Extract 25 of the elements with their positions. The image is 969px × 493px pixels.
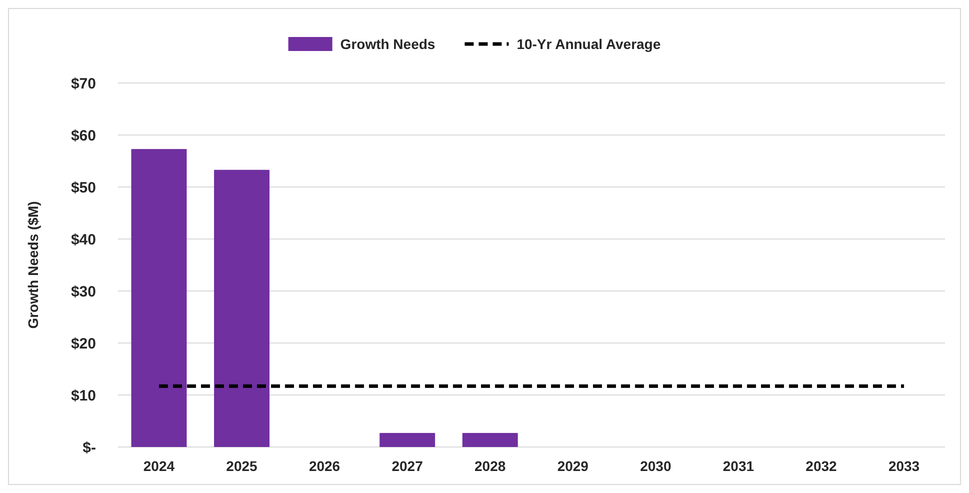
bar bbox=[214, 170, 270, 447]
x-tick-label: 2024 bbox=[143, 458, 175, 474]
x-tick-label: 2025 bbox=[226, 458, 258, 474]
y-tick-label: $70 bbox=[70, 75, 96, 92]
y-tick-label: $50 bbox=[70, 179, 96, 196]
y-tick-label: $- bbox=[82, 439, 96, 456]
x-tick-label: 2027 bbox=[392, 458, 424, 474]
legend-label: 10-Yr Annual Average bbox=[516, 36, 661, 52]
y-tick-label: $60 bbox=[70, 127, 96, 144]
y-tick-label: $40 bbox=[70, 231, 96, 248]
y-tick-label: $20 bbox=[70, 335, 96, 352]
x-tick-label: 2031 bbox=[722, 458, 754, 474]
x-tick-label: 2030 bbox=[640, 458, 672, 474]
x-tick-label: 2026 bbox=[308, 458, 340, 474]
x-tick-label: 2029 bbox=[557, 458, 589, 474]
bar bbox=[380, 432, 436, 447]
x-tick-label: 2028 bbox=[474, 458, 506, 474]
y-tick-label: $30 bbox=[70, 283, 96, 300]
legend-label: Growth Needs bbox=[340, 36, 436, 52]
bar bbox=[462, 432, 518, 447]
y-tick-label: $10 bbox=[70, 387, 96, 404]
bar bbox=[131, 149, 187, 447]
y-axis-title: Growth Needs ($M) bbox=[25, 201, 41, 329]
x-tick-label: 2032 bbox=[806, 458, 838, 474]
x-tick-label: 2033 bbox=[888, 458, 920, 474]
